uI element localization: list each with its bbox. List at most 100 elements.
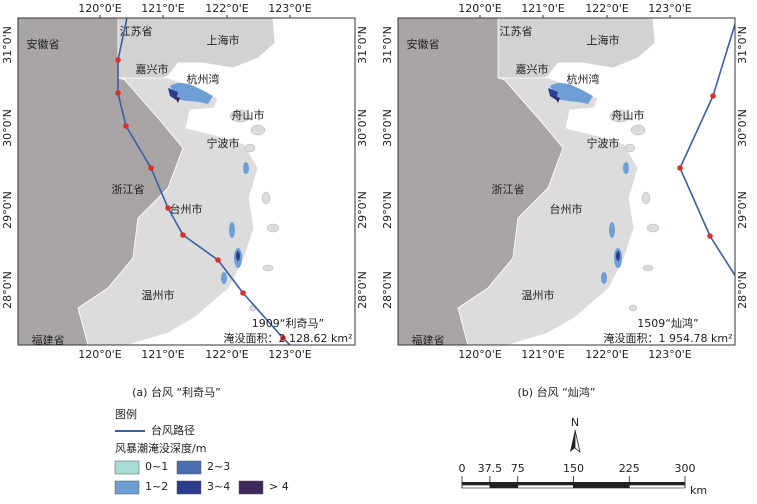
place-label: 嘉兴市	[516, 62, 549, 76]
island	[624, 143, 636, 153]
lat-label: 28°0'N	[736, 271, 749, 309]
lon-label: 121°0'E	[141, 348, 185, 361]
flood-area	[236, 251, 240, 261]
island	[244, 143, 256, 153]
place-label: 温州市	[142, 288, 175, 302]
place-label: 浙江省	[492, 183, 525, 196]
place-label: 杭州湾	[187, 72, 220, 86]
lon-label: 121°0'E	[521, 348, 565, 361]
scale-segment	[489, 482, 518, 485]
north-arrow	[570, 430, 575, 452]
track-point	[240, 290, 246, 296]
lon-label: 122°0'E	[205, 2, 249, 15]
legend-label: 1~2	[145, 480, 168, 493]
lon-label: 123°0'E	[648, 2, 692, 15]
north-arrow	[574, 429, 581, 454]
lat-label: 31°0'N	[381, 26, 394, 64]
lon-label: 121°0'E	[521, 2, 565, 15]
island	[250, 124, 266, 136]
lon-label: 122°0'E	[585, 348, 629, 361]
place-label: 台州市	[170, 202, 203, 216]
legend-label: 3~4	[207, 480, 230, 493]
flood-area	[170, 83, 213, 104]
place-label: 安徽省	[407, 37, 440, 51]
legend-swatch	[176, 460, 202, 475]
track-point	[677, 165, 683, 171]
legend-label: 2~3	[207, 460, 230, 473]
legend-track-label: 台风路径	[151, 423, 195, 437]
scale-segment	[489, 484, 519, 489]
place-label: 安徽省	[27, 37, 60, 51]
lon-label: 121°0'E	[141, 2, 185, 15]
place-label: 舟山市	[232, 108, 265, 122]
panel-caption: (a) 台风 “利奇马”	[132, 385, 221, 399]
lon-label: 120°0'E	[78, 2, 122, 15]
place-label: 江苏省	[120, 25, 153, 38]
island	[262, 264, 274, 272]
legend-swatch	[238, 480, 264, 495]
flood-area	[616, 251, 620, 261]
scale-segment	[462, 482, 490, 485]
panel-caption: (b) 台风 “灿鸿”	[518, 385, 596, 399]
legend-swatch	[114, 480, 140, 495]
place-label: 上海市	[587, 33, 620, 47]
flood-area	[601, 272, 607, 284]
lat-label: 29°0'N	[381, 191, 394, 229]
track-point	[165, 205, 171, 211]
lat-label: 28°0'N	[381, 271, 394, 309]
scale-segment	[573, 482, 630, 485]
lat-label: 31°0'N	[356, 26, 369, 64]
place-label: 温州市	[522, 288, 555, 302]
place-label: 宁波市	[207, 136, 240, 150]
flood-area	[623, 162, 629, 174]
lat-label: 29°0'N	[1, 191, 14, 229]
lat-label: 29°0'N	[736, 191, 749, 229]
lon-label: 120°0'E	[458, 348, 502, 361]
lat-label: 31°0'N	[1, 26, 14, 64]
flood-area	[229, 222, 235, 238]
island	[229, 109, 251, 123]
land-zhejiang	[77, 77, 259, 345]
place-label: 杭州湾	[567, 72, 600, 86]
legend-label: > 4	[269, 480, 289, 493]
lon-label: 120°0'E	[78, 348, 122, 361]
scale-segment	[629, 482, 685, 485]
lon-label: 123°0'E	[268, 2, 312, 15]
lat-label: 28°0'N	[356, 271, 369, 309]
flood-area	[554, 96, 560, 103]
track-point	[710, 93, 716, 99]
place-label: 嘉兴市	[136, 62, 169, 76]
island	[641, 191, 651, 205]
scale-label: 75	[511, 462, 525, 475]
lat-label: 31°0'N	[736, 26, 749, 64]
track-point	[123, 123, 129, 129]
track-point	[707, 233, 713, 239]
lat-label: 30°0'N	[736, 109, 749, 147]
scale-label: 0	[459, 462, 466, 475]
place-label: 宁波市	[587, 136, 620, 150]
lat-label: 29°0'N	[356, 191, 369, 229]
place-label: 上海市	[207, 33, 240, 47]
typhoon-name: 1509“灿鸿”	[637, 316, 698, 330]
scale-unit: km	[690, 484, 707, 497]
scale-label: 37.5	[478, 462, 503, 475]
track-point	[180, 232, 186, 238]
lon-label: 120°0'E	[458, 2, 502, 15]
scale-segment	[461, 484, 491, 489]
flood-area-label: 淹没面积：1 954.78 km²	[604, 332, 733, 345]
scale-segment	[573, 484, 630, 489]
north-label: N	[571, 416, 579, 429]
typhoon-name: 1909“利奇马”	[252, 317, 324, 330]
place-label: 福建省	[32, 333, 65, 347]
flood-area	[550, 83, 593, 104]
track-point	[280, 335, 286, 341]
lon-label: 122°0'E	[585, 2, 629, 15]
island	[266, 223, 280, 233]
scale-label: 300	[675, 462, 696, 475]
